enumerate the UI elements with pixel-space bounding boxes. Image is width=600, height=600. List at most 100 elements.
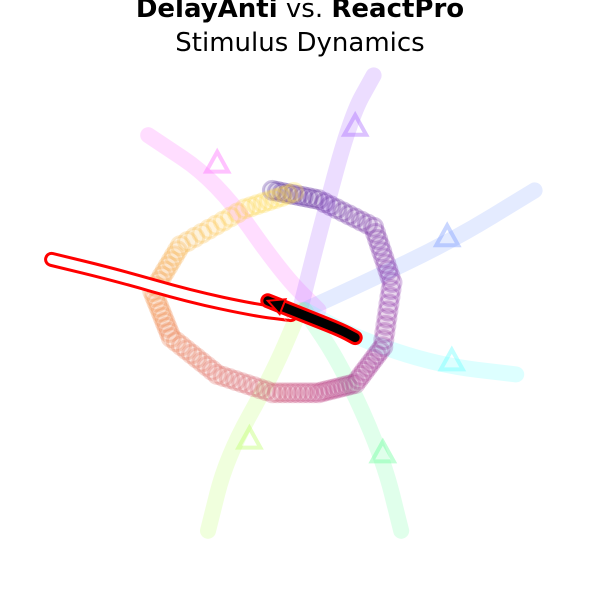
ring-point — [158, 321, 180, 343]
ring-point — [267, 382, 289, 404]
ring-point — [152, 306, 174, 328]
ring-point — [148, 296, 170, 318]
ring-point — [371, 241, 393, 263]
ring-point — [165, 331, 187, 353]
ring-point — [255, 380, 277, 402]
title-connector: vs. — [277, 0, 332, 24]
ring-point — [225, 370, 247, 392]
ring-point — [377, 300, 399, 322]
arm-triangle-marker-1 — [202, 147, 232, 174]
chart-subtitle: Stimulus Dynamics — [175, 28, 425, 58]
ring-point — [150, 301, 172, 323]
highlighted-trajectories — [44, 251, 363, 346]
ring-point — [176, 339, 198, 361]
ring-point — [381, 271, 403, 293]
ring-point — [177, 231, 199, 253]
ring-point — [169, 235, 191, 257]
ring-point — [154, 260, 176, 282]
ring-point — [186, 347, 208, 369]
ring-point — [376, 307, 398, 329]
ring-point — [272, 181, 294, 203]
ring-point — [350, 210, 372, 232]
ring-point — [347, 369, 369, 391]
ring-point — [363, 216, 385, 238]
ring-point — [360, 352, 382, 374]
ring-point — [283, 181, 305, 203]
ring-point — [372, 336, 394, 358]
ring-point — [380, 279, 402, 301]
ring-point — [156, 316, 178, 338]
ring-point — [163, 245, 185, 267]
ring-point — [212, 210, 234, 232]
ring-point — [326, 198, 348, 220]
ring-point — [336, 375, 358, 397]
ring-point — [332, 201, 354, 223]
delay-trajectory-line — [47, 254, 296, 320]
ring-point — [201, 359, 223, 381]
ring-point — [320, 379, 342, 401]
ring-point — [154, 311, 176, 333]
ring-point — [277, 382, 299, 404]
ring-point — [160, 327, 182, 349]
ring-point — [353, 360, 375, 382]
title-part-b: ReactPro — [331, 0, 465, 24]
ring-point — [374, 321, 396, 343]
ring-point — [261, 382, 283, 404]
arm-triangle-marker-3 — [432, 221, 462, 248]
ring-point — [198, 218, 220, 240]
ring-point — [282, 183, 304, 205]
ring-point — [369, 340, 391, 362]
ring-point — [157, 255, 179, 277]
ring-point — [205, 214, 227, 236]
ring-point — [302, 188, 324, 210]
ring-point — [340, 374, 362, 396]
ring-point — [170, 335, 192, 357]
ring-point — [379, 286, 401, 308]
ring-point — [277, 182, 299, 204]
ring-point — [338, 204, 360, 226]
stimulus-arm-2 — [292, 67, 382, 318]
ring-point — [373, 247, 395, 269]
ring-point — [377, 259, 399, 281]
ring-point — [246, 194, 268, 216]
ring-point — [231, 372, 253, 394]
ring-point — [160, 250, 182, 272]
ring-point — [307, 382, 329, 404]
title-part-a: DelayAnti — [135, 0, 278, 24]
ring-point — [356, 356, 378, 378]
arm-triangle-marker-4 — [437, 345, 467, 372]
ring-point — [307, 189, 329, 211]
ring-point — [261, 179, 283, 201]
ring-point — [365, 222, 387, 244]
ring-point — [196, 355, 218, 377]
ring-point — [240, 196, 262, 218]
ring-point — [206, 363, 228, 385]
ring-point — [258, 190, 280, 212]
ring-point — [249, 378, 271, 400]
ring-point — [267, 180, 289, 202]
ring-point — [366, 344, 388, 366]
ring-point — [191, 351, 213, 373]
ring-point — [328, 377, 350, 399]
ring-point — [271, 186, 293, 208]
ring-point — [375, 253, 397, 275]
ring-point — [272, 382, 294, 404]
ring-point — [181, 343, 203, 365]
ring-point — [369, 235, 391, 257]
ring-point — [297, 187, 319, 209]
ring-point — [237, 374, 259, 396]
stimulus-arm-1 — [140, 127, 327, 318]
ring-point — [320, 195, 342, 217]
ring-point — [191, 222, 213, 244]
ring-point — [332, 376, 354, 398]
ring-point — [378, 293, 400, 315]
ring-point — [350, 364, 372, 386]
ring-point — [287, 185, 309, 207]
ring-point — [282, 382, 304, 404]
ring-point — [344, 373, 366, 395]
ring-point — [218, 367, 240, 389]
ring-point — [356, 213, 378, 235]
react-arrowhead — [265, 298, 288, 317]
ring-point — [219, 206, 241, 228]
ring-point — [373, 329, 395, 351]
